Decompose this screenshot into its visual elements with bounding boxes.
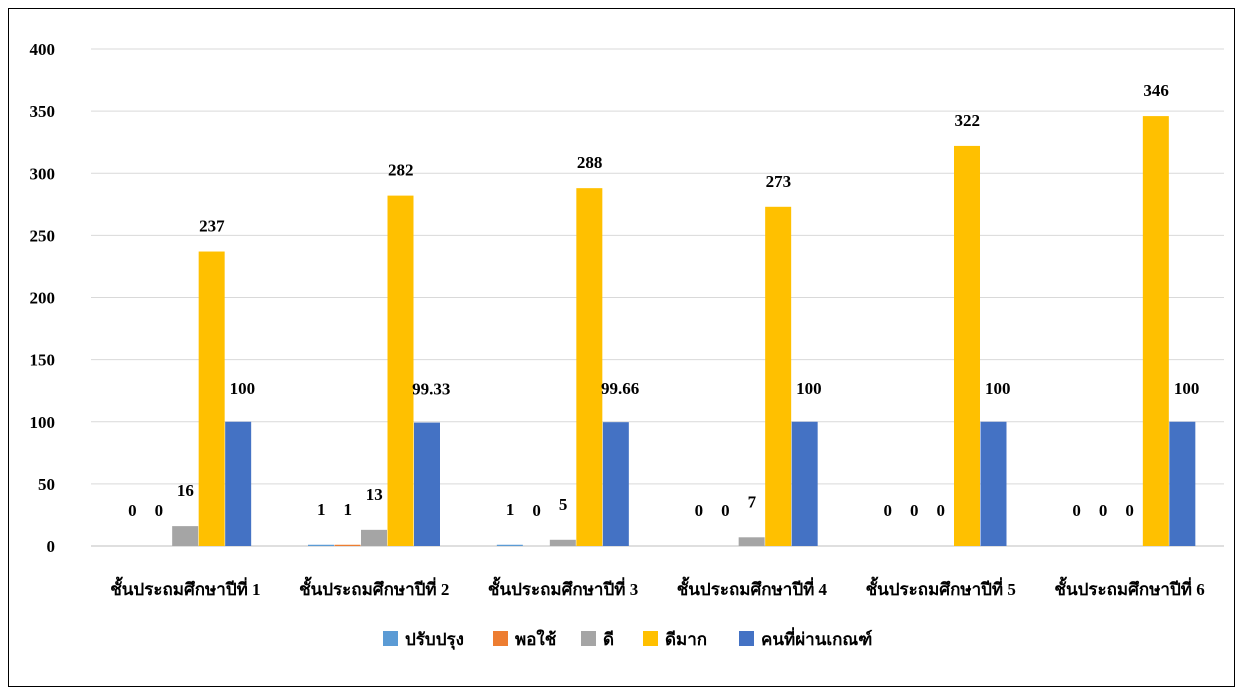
data-label: 100 xyxy=(230,379,256,398)
data-label: 1 xyxy=(506,500,515,519)
legend-label: ปรับปรุง xyxy=(405,630,464,650)
category-label: ชั้นประถมศึกษาปีที่ 2 xyxy=(299,576,449,599)
bar xyxy=(549,539,576,546)
category-label: ชั้นประถมศึกษาปีที่ 4 xyxy=(677,576,828,599)
gridlines xyxy=(91,48,1224,547)
y-axis-ticks: 0 50 100 150 200 250 300 350 400 xyxy=(30,40,56,556)
data-label: 13 xyxy=(366,485,383,504)
legend-item: คนที่ผ่านเกณฑ์ xyxy=(739,627,872,649)
bar xyxy=(225,421,252,546)
chart-frame: 0 50 100 150 200 250 300 350 400 0 1 1 0 0 0 0 1 0 0 0 0 16 1… xyxy=(8,8,1235,687)
legend-swatch xyxy=(581,631,596,646)
data-label: 16 xyxy=(177,481,194,500)
legend-label: พอใช้ xyxy=(515,629,557,649)
legend-item: ดี xyxy=(581,629,614,649)
data-label: 288 xyxy=(577,153,603,172)
data-label: 346 xyxy=(1143,81,1169,100)
y-tick-label: 300 xyxy=(30,164,56,183)
y-tick-label: 150 xyxy=(30,351,56,370)
legend-label: ดีมาก xyxy=(665,629,707,649)
bar xyxy=(738,537,765,546)
bar xyxy=(172,526,199,546)
data-label: 100 xyxy=(1174,379,1200,398)
data-label: 0 xyxy=(721,501,730,520)
data-label: 0 xyxy=(1072,501,1081,520)
data-label: 0 xyxy=(155,501,164,520)
legend-label: คนที่ผ่านเกณฑ์ xyxy=(761,627,872,649)
data-label: 0 xyxy=(884,501,893,520)
x-axis-category-labels: ชั้นประถมศึกษาปีที่ 1 ชั้นประถมศึกษาปีที่… xyxy=(110,576,1204,599)
legend: ปรับปรุง พอใช้ ดี ดีมาก คนที่ผ่านเกณฑ์ xyxy=(383,627,872,650)
y-tick-label: 50 xyxy=(38,475,55,494)
data-label: 0 xyxy=(937,501,946,520)
bar xyxy=(334,544,361,546)
legend-swatch xyxy=(383,631,398,646)
y-tick-label: 0 xyxy=(47,537,56,556)
data-label: 322 xyxy=(955,111,981,130)
bar xyxy=(387,195,414,547)
data-label: 0 xyxy=(1125,501,1134,520)
data-label: 99.33 xyxy=(412,380,450,399)
y-tick-label: 350 xyxy=(30,102,56,121)
y-tick-label: 250 xyxy=(30,226,56,245)
data-label: 237 xyxy=(199,217,225,236)
data-label: 0 xyxy=(695,501,704,520)
bar xyxy=(1169,421,1196,546)
data-label: 5 xyxy=(559,495,568,514)
bar xyxy=(496,544,523,546)
data-label: 99.66 xyxy=(601,379,639,398)
bar xyxy=(361,529,387,546)
y-tick-label: 100 xyxy=(30,413,56,432)
data-label: 273 xyxy=(766,172,792,191)
bar xyxy=(980,421,1007,546)
legend-item: ปรับปรุง xyxy=(383,630,464,650)
category-label: ชั้นประถมศึกษาปีที่ 3 xyxy=(488,576,638,599)
category-label: ชั้นประถมศึกษาปีที่ 1 xyxy=(110,576,260,599)
y-tick-label: 400 xyxy=(30,40,56,59)
bar xyxy=(198,251,225,546)
legend-label: ดี xyxy=(603,629,614,649)
bar xyxy=(576,188,603,546)
bars xyxy=(172,116,1196,547)
data-label: 282 xyxy=(388,161,414,180)
category-label: ชั้นประถมศึกษาปีที่ 6 xyxy=(1054,576,1204,599)
bar xyxy=(765,206,792,547)
legend-swatch xyxy=(739,631,754,646)
y-tick-label: 200 xyxy=(30,289,56,308)
data-label: 1 xyxy=(317,500,326,519)
data-label: 0 xyxy=(1099,501,1108,520)
legend-item: พอใช้ xyxy=(493,629,557,649)
bar xyxy=(1142,116,1169,546)
data-label: 1 xyxy=(344,500,353,519)
data-label: 7 xyxy=(748,492,757,511)
legend-swatch xyxy=(643,631,658,646)
data-label: 100 xyxy=(985,379,1011,398)
data-label: 0 xyxy=(128,501,137,520)
data-label: 0 xyxy=(910,501,919,520)
legend-item: ดีมาก xyxy=(643,629,707,649)
category-label: ชั้นประถมศึกษาปีที่ 5 xyxy=(866,576,1016,599)
legend-swatch xyxy=(493,631,508,646)
data-label: 100 xyxy=(796,379,822,398)
bar xyxy=(308,544,334,546)
bar xyxy=(414,422,440,546)
bar xyxy=(602,422,629,546)
data-label: 0 xyxy=(532,501,541,520)
bar xyxy=(791,421,818,546)
bar xyxy=(954,145,980,547)
